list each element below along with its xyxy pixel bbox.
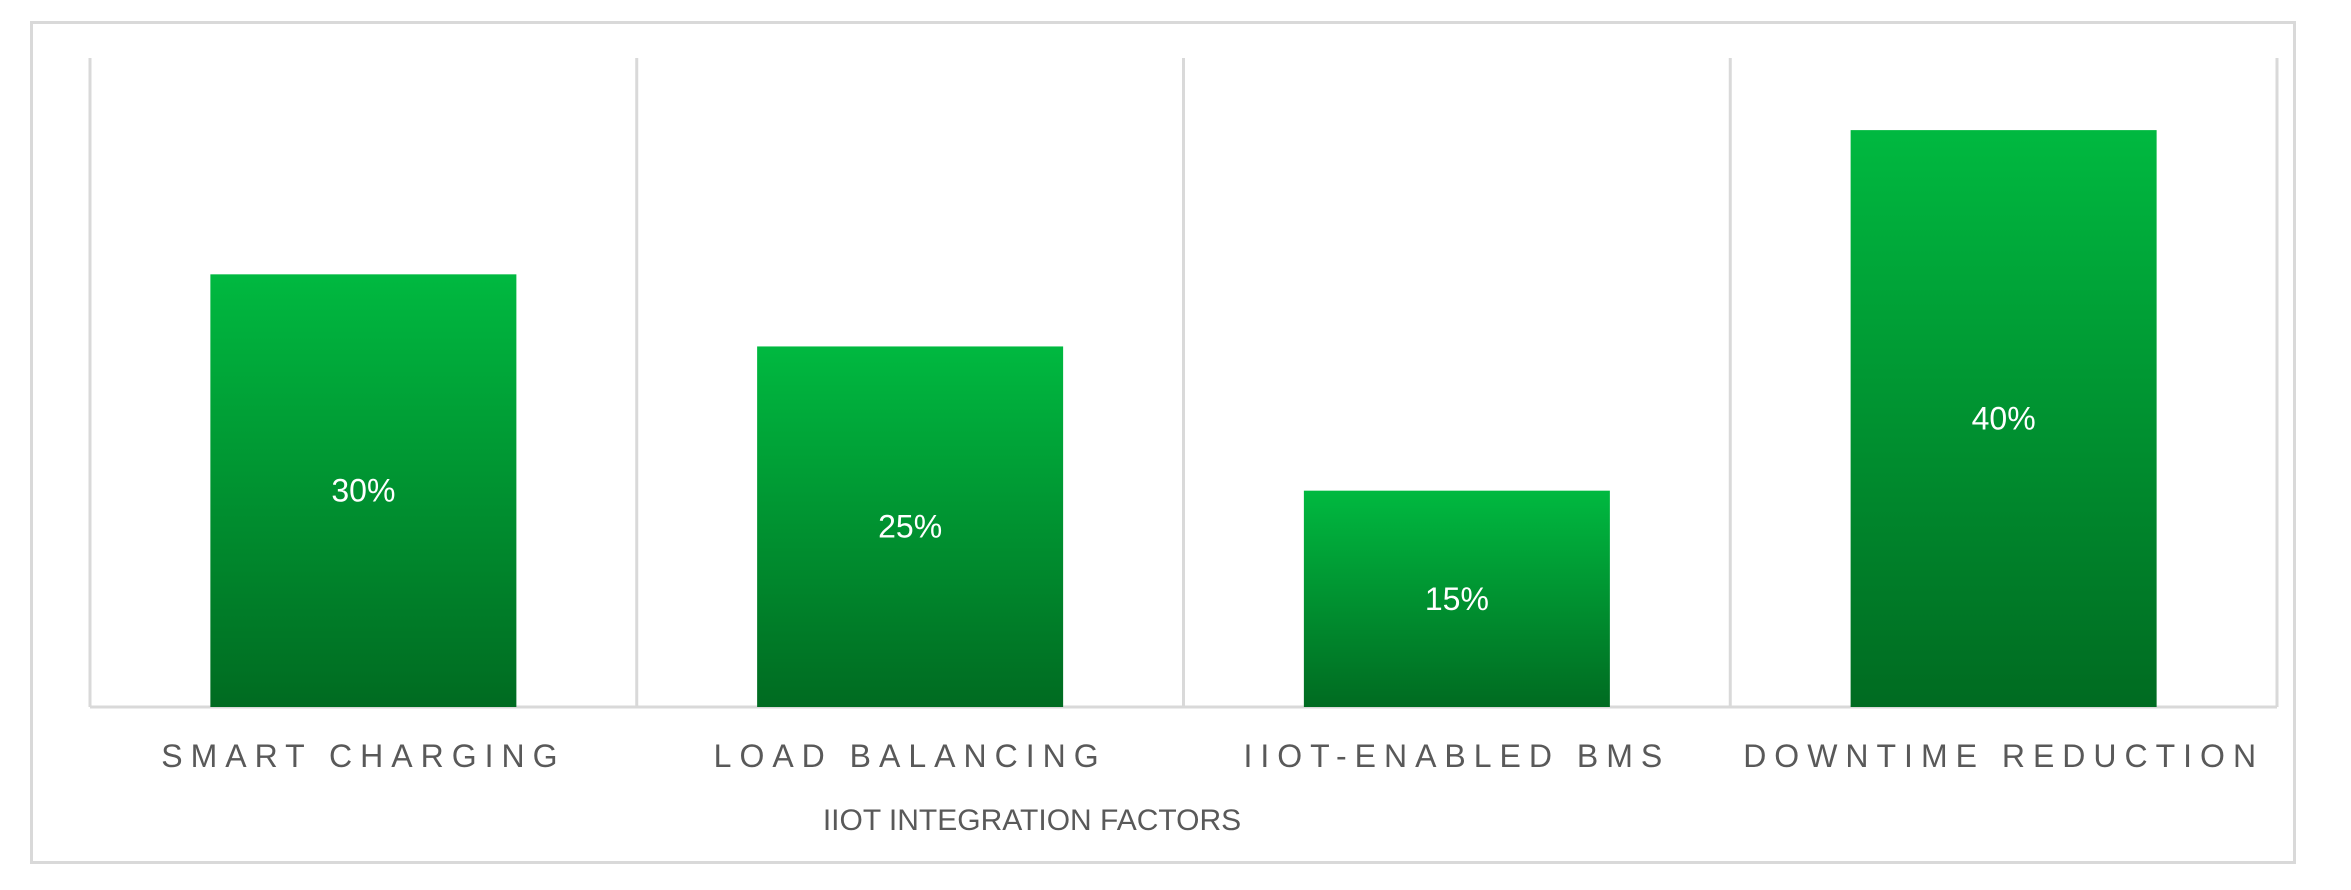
data-label: 40% [1972,401,2036,437]
category-tick-labels: SMART CHARGING LOAD BALANCING IIOT-ENABLED… [161,738,2264,774]
data-label: 15% [1425,581,1489,617]
bar-smart-charging [210,274,517,707]
bar-load-balancing [757,346,1064,707]
bar-iiot-enabled-bms [1303,490,1610,707]
data-labels: 30% 25% 15% 40% [331,401,2035,617]
category-tick-label: DOWNTIME REDUCTION [1743,738,2264,774]
bar-downtime-reduction [1850,130,2157,708]
data-label: 30% [331,473,395,509]
category-tick-label: LOAD BALANCING [714,738,1107,774]
data-label: 25% [878,509,942,545]
x-axis-title: IIOT INTEGRATION FACTORS [823,804,1241,837]
category-tick-label: IIOT-ENABLED BMS [1244,738,1671,774]
category-tick-label: SMART CHARGING [161,738,565,774]
bars [210,130,2157,708]
